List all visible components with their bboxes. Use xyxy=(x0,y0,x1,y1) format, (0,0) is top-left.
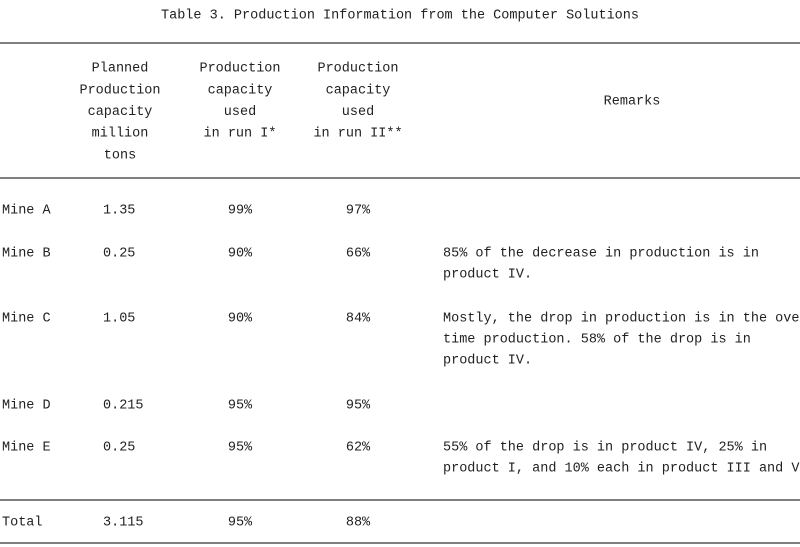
cell: 62% xyxy=(346,441,371,456)
cell: 90% xyxy=(228,247,253,262)
cell: 95% xyxy=(346,399,371,414)
header-cell: Planned xyxy=(92,62,149,77)
header-cell: in run II** xyxy=(313,127,402,142)
header-cell: in run I* xyxy=(204,127,277,142)
remark: 55% of the drop is in product IV, 25% in xyxy=(443,441,767,456)
header-cell: capacity xyxy=(326,83,391,98)
row-label: Mine B xyxy=(2,247,51,262)
header-cell: capacity xyxy=(88,105,153,120)
cell: 95% xyxy=(228,441,253,456)
header-cell: capacity xyxy=(208,83,273,98)
cell: 95% xyxy=(228,516,253,531)
cell: 99% xyxy=(228,204,253,219)
cell: 84% xyxy=(346,312,371,327)
header-cell: Remarks xyxy=(604,95,661,110)
cell: 0.215 xyxy=(103,399,144,414)
row-label: Mine C xyxy=(2,312,51,327)
cell: 66% xyxy=(346,247,371,262)
row-label: Mine A xyxy=(2,204,52,219)
row-label: Mine D xyxy=(2,399,51,414)
cell: 3.115 xyxy=(103,516,144,531)
remark: 85% of the decrease in production is in xyxy=(443,247,759,262)
row-label: Mine E xyxy=(2,441,51,456)
header-cell: Production xyxy=(79,83,160,98)
header-cell: tons xyxy=(104,148,136,163)
header-cell: Production xyxy=(317,62,398,77)
cell: 95% xyxy=(228,399,253,414)
table-title: Table 3. Production Information from the… xyxy=(161,9,639,24)
header-cell: million xyxy=(92,127,149,142)
remark: product I, and 10% each in product III a… xyxy=(443,462,800,477)
remark: Mostly, the drop in production is in the… xyxy=(443,312,800,327)
cell: 1.05 xyxy=(103,312,135,327)
cell: 90% xyxy=(228,312,253,327)
cell: 1.35 xyxy=(103,204,135,219)
cell: 0.25 xyxy=(103,441,135,456)
header-cell: Production xyxy=(199,62,280,77)
cell: 88% xyxy=(346,516,371,531)
remark: product IV. xyxy=(443,354,532,369)
row-label: Total xyxy=(2,516,43,531)
remark: product IV. xyxy=(443,268,532,283)
cell: 0.25 xyxy=(103,247,135,262)
cell: 97% xyxy=(346,204,371,219)
header-cell: used xyxy=(342,105,374,120)
header-cell: used xyxy=(224,105,256,120)
remark: time production. 58% of the drop is in xyxy=(443,333,751,348)
